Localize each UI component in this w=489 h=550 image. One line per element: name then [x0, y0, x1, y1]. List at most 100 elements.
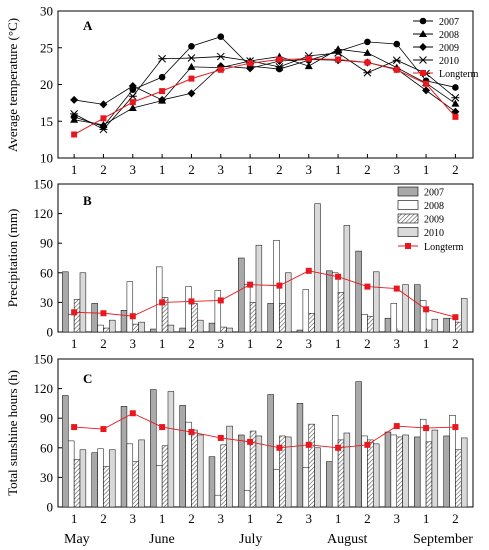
y-tick-label: 30 — [40, 295, 53, 310]
bar-2010 — [138, 439, 145, 508]
y-tick-label: 30 — [40, 470, 53, 485]
bar-2007 — [355, 381, 362, 508]
x-tick-label: 3 — [218, 336, 225, 351]
bar-2008 — [390, 303, 397, 333]
longterm-point — [423, 425, 430, 432]
bar-2009 — [73, 459, 81, 508]
x-tick-label: 2 — [188, 162, 195, 177]
series-point-2007 — [393, 40, 401, 48]
series-point-longterm — [100, 115, 107, 122]
panel-a: A 10 15 20 25 30 1 2 3 1 2 3 1 2 3 1 2 3 1 2 2007 2008 2009… — [5, 4, 479, 178]
bar-2009 — [132, 461, 139, 508]
bar-2009 — [73, 299, 81, 333]
panel-b-frame — [57, 183, 474, 333]
longterm-point — [335, 444, 342, 451]
panel-b-y-title: Precipitation (mm) — [5, 209, 20, 308]
bar-2010 — [314, 203, 321, 333]
bar-2008 — [302, 289, 310, 333]
series-point-2008 — [99, 120, 108, 128]
bar-2007 — [179, 405, 186, 508]
longterm-point — [393, 423, 400, 430]
series-point-2010 — [451, 93, 460, 102]
bar-2008 — [185, 286, 192, 333]
legend-swatch — [397, 213, 419, 224]
bar-2009 — [103, 466, 110, 508]
y-tick-label: 15 — [40, 114, 53, 129]
longterm-point — [393, 285, 400, 292]
series-point-2010 — [275, 63, 284, 71]
legend-label: 2010 — [424, 228, 444, 239]
bar-2008 — [126, 281, 134, 333]
bar-2009 — [396, 330, 403, 333]
x-tick-label: 3 — [393, 336, 400, 351]
legend-marker — [420, 70, 426, 76]
bar-2008 — [331, 272, 339, 333]
month-labels: May June July August September — [64, 532, 473, 547]
longterm-point — [71, 309, 78, 316]
series-point-2010 — [363, 68, 372, 77]
longterm-point — [217, 297, 224, 304]
bar-2010 — [285, 272, 292, 333]
legend-swatch — [397, 186, 419, 197]
bar-2007 — [91, 303, 98, 333]
x-tick-label: 1 — [247, 511, 254, 526]
x-tick-label: 1 — [335, 162, 342, 177]
series-point-2009 — [128, 81, 137, 90]
bar-2010 — [285, 436, 292, 508]
bar-2009 — [161, 297, 169, 333]
bar-2007 — [267, 303, 274, 333]
month-label: May — [64, 532, 90, 547]
legend-swatch — [397, 227, 419, 237]
series-line-2010 — [73, 52, 456, 130]
longterm-point — [423, 306, 430, 313]
bar-2007 — [384, 431, 392, 508]
series-point-2009 — [246, 64, 255, 73]
bar-2009 — [103, 327, 110, 333]
series-point-2009 — [187, 89, 196, 98]
legend-marker — [419, 17, 427, 25]
bar-2010 — [373, 443, 380, 508]
bar-2008 — [97, 324, 104, 333]
bar-2008 — [302, 467, 310, 508]
bar-2007 — [414, 436, 421, 508]
series-point-2007 — [217, 33, 225, 41]
bar-2008 — [449, 317, 456, 333]
x-tick-label: 3 — [306, 336, 313, 351]
panel-c-frame — [57, 358, 474, 508]
legend-marker — [419, 30, 427, 37]
y-tick-label: 90 — [40, 236, 53, 251]
longterm-point — [305, 267, 312, 274]
series-point-longterm — [305, 55, 312, 62]
panel-c-longterm — [71, 410, 459, 451]
longterm-point — [276, 282, 283, 289]
longterm-point — [364, 283, 371, 290]
y-tick-label: 90 — [40, 411, 53, 426]
y-tick-label: 10 — [40, 151, 53, 166]
y-tick-label: 150 — [34, 352, 54, 367]
bar-2009 — [308, 313, 315, 333]
bar-2007 — [238, 257, 245, 333]
bar-2009 — [455, 321, 462, 333]
series-point-2007 — [188, 42, 195, 50]
panel-b-label: B — [83, 193, 92, 208]
series-point-longterm — [335, 56, 342, 63]
x-tick-label: 2 — [452, 162, 459, 177]
series-point-longterm — [71, 131, 78, 138]
series-point-2010 — [70, 110, 79, 118]
bar-2007 — [414, 284, 421, 333]
bar-2010 — [167, 391, 175, 508]
panel-a-series — [70, 33, 460, 138]
x-tick-label: 2 — [276, 336, 283, 351]
bar-2009 — [220, 326, 227, 333]
series-point-longterm — [217, 66, 224, 73]
panel-a-frame — [57, 10, 474, 159]
x-tick-label: 1 — [71, 336, 78, 351]
panel-c-bars — [62, 381, 468, 508]
longterm-point — [188, 429, 195, 436]
y-tick-label: 120 — [34, 381, 54, 396]
series-point-longterm — [188, 75, 195, 82]
legend-label: Longterm — [439, 69, 479, 80]
panel-c-y-title: Total sunshine hours (h) — [5, 370, 20, 496]
